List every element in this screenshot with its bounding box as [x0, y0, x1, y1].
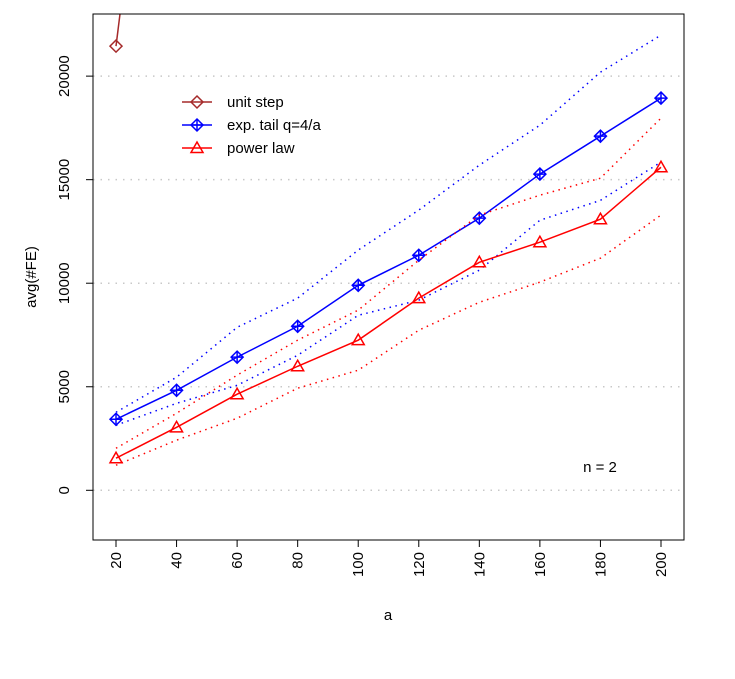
x-tick-label: 180 — [592, 552, 609, 577]
y-tick-label: 0 — [56, 486, 73, 494]
x-axis-label: a — [384, 607, 393, 624]
plot-frame — [92, 13, 685, 541]
legend: unit step exp. tail q=4/a power law — [182, 94, 321, 157]
data-point — [290, 319, 305, 334]
data-point — [472, 211, 487, 226]
data-point — [411, 248, 426, 263]
series-line — [115, 166, 662, 459]
data-point — [108, 39, 124, 54]
diamond-marker — [230, 350, 245, 365]
triangle-marker — [411, 290, 427, 304]
data-point — [189, 140, 205, 154]
data-point — [108, 412, 124, 427]
triangle-marker — [350, 332, 366, 346]
data-point — [229, 386, 245, 400]
y-tick-label: 5000 — [56, 370, 73, 403]
upper-bound-line — [115, 117, 662, 449]
triangle-marker — [229, 386, 245, 400]
data-point — [169, 419, 184, 433]
plus-marker — [191, 119, 203, 131]
x-tick-label: 60 — [229, 552, 246, 569]
series-exp-tail-q-4-a — [108, 34, 669, 427]
triangle-marker — [532, 234, 548, 248]
plus-marker — [654, 92, 667, 105]
triangle-marker — [108, 450, 124, 464]
y-tick-label: 10000 — [56, 262, 73, 304]
x-tick-label: 40 — [169, 552, 186, 569]
annotation-n: n = 2 — [583, 459, 617, 476]
y-tick-label: 15000 — [56, 159, 73, 201]
data-point — [230, 350, 245, 365]
diamond-marker — [411, 248, 426, 263]
data-point — [532, 167, 547, 182]
data-point — [532, 234, 548, 248]
triangle-marker — [472, 254, 487, 268]
grid — [93, 75, 684, 492]
x-tick-label: 140 — [471, 552, 488, 577]
plus-marker — [473, 212, 486, 225]
x-tick-label: 160 — [532, 552, 549, 577]
series-line — [115, 97, 662, 420]
plus-marker — [533, 168, 546, 181]
triangle-marker — [169, 419, 184, 433]
series-line — [115, 14, 121, 47]
y-axis-label: avg(#FE) — [23, 246, 40, 308]
data-point — [189, 94, 205, 110]
data-point — [653, 159, 669, 173]
data-point — [290, 358, 305, 372]
plus-marker — [231, 351, 244, 364]
axes: 0 5000 10000 15000 20000 20 40 60 80 100 120 140 160… — [56, 55, 670, 577]
data-point — [411, 290, 427, 304]
data-point — [593, 211, 608, 225]
x-tick-label: 120 — [411, 552, 428, 577]
diamond-marker — [108, 39, 124, 54]
plus-marker — [170, 384, 183, 397]
legend-label: unit step — [227, 94, 284, 111]
plus-marker — [594, 130, 607, 143]
data-point — [108, 450, 124, 464]
x-tick-label: 200 — [653, 552, 670, 577]
data-point — [169, 383, 184, 398]
y-tick-label: 20000 — [56, 55, 73, 97]
x-tick-label: 80 — [290, 552, 307, 569]
data-point — [351, 278, 366, 293]
legend-label: exp. tail q=4/a — [227, 117, 321, 134]
legend-label: power law — [227, 140, 295, 157]
data-point — [593, 129, 608, 144]
data-point — [653, 91, 669, 106]
series-power-law — [108, 117, 669, 466]
x-tick-label: 100 — [350, 552, 367, 577]
triangle-marker — [290, 358, 305, 372]
data-point — [189, 117, 205, 133]
lower-bound-line — [115, 214, 662, 466]
plus-marker — [110, 413, 123, 426]
data-point — [350, 332, 366, 346]
plus-marker — [291, 320, 304, 333]
diamond-marker — [290, 319, 305, 334]
lower-bound-line — [115, 161, 662, 426]
upper-bound-line — [115, 34, 662, 413]
diamond-marker — [189, 94, 205, 110]
triangle-marker — [653, 159, 669, 173]
diamond-marker — [532, 167, 547, 182]
data-point — [472, 254, 487, 268]
triangle-marker — [593, 211, 608, 225]
plus-marker — [412, 249, 425, 262]
series-layer — [108, 14, 669, 466]
series-unit-step — [108, 14, 124, 54]
x-tick-label: 20 — [108, 552, 125, 569]
plus-marker — [352, 279, 365, 292]
triangle-marker — [189, 140, 205, 154]
